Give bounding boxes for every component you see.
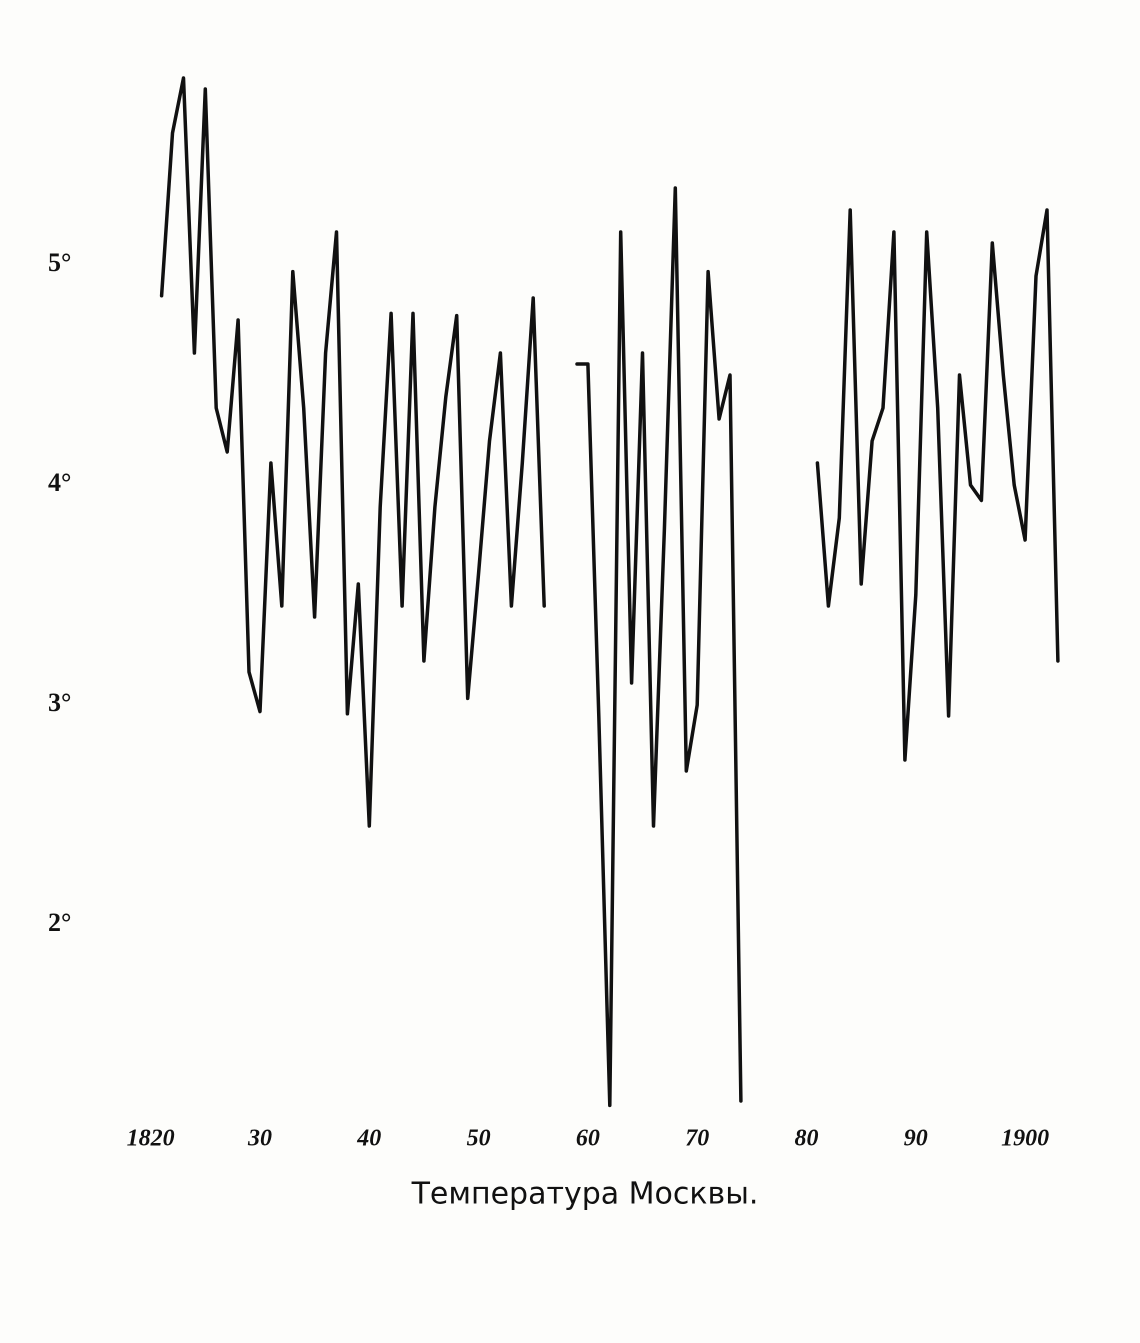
x-tick-label: 80 [795, 1126, 819, 1152]
y-tick-label: 2° [48, 908, 71, 937]
x-tick-label: 40 [356, 1126, 381, 1152]
y-tick-label: 3° [48, 688, 71, 717]
y-tick-label: 4° [48, 468, 71, 497]
x-tick-label: 1900 [1001, 1126, 1049, 1152]
x-tick-label: 30 [247, 1126, 272, 1152]
x-tick-label: 70 [685, 1126, 709, 1152]
x-tick-label: 90 [904, 1126, 928, 1152]
x-tick-label: 1820 [127, 1126, 175, 1152]
data-line [159, 76, 1060, 1108]
x-tick-label: 50 [467, 1126, 491, 1152]
x-tick-label: 60 [576, 1126, 600, 1152]
y-tick-label: 5° [48, 248, 71, 277]
chart-title: Температура Москвы. [411, 1177, 759, 1212]
